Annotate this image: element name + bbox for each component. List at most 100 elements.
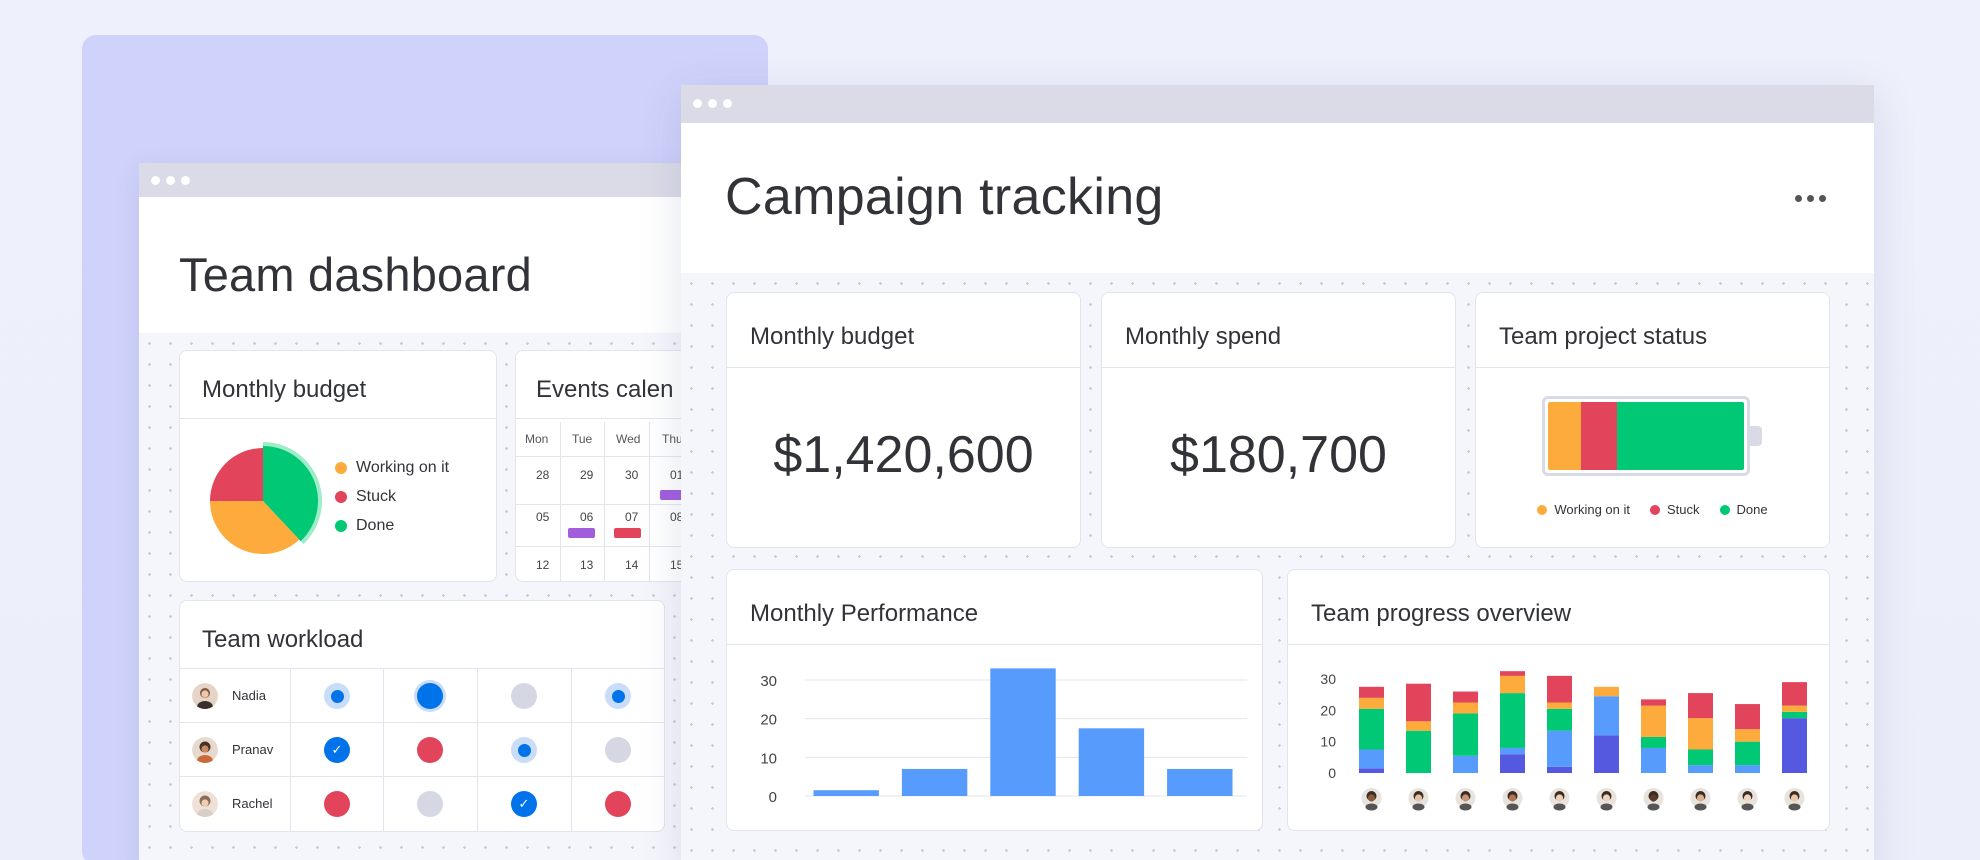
pie-slice-stuck[interactable]	[210, 448, 263, 501]
table-row[interactable]: Nadia	[180, 668, 664, 722]
status-ring[interactable]	[511, 737, 537, 763]
pie-slice-working-on-it[interactable]	[210, 501, 300, 554]
status-stuck[interactable]	[324, 791, 350, 817]
stack-segment-blue[interactable]	[1547, 730, 1572, 767]
team-project-status-card[interactable]: Team project status Working on it Stuck …	[1475, 292, 1830, 548]
stack-segment-blue[interactable]	[1453, 755, 1478, 773]
stack-segment-red[interactable]	[1547, 675, 1572, 703]
pie-slice-done[interactable]	[263, 446, 318, 542]
team-progress-card[interactable]: Team progress overview 30 20 10 0	[1287, 569, 1830, 831]
more-horizontal-icon[interactable]	[1795, 195, 1826, 202]
calendar-date[interactable]: 13	[580, 558, 594, 572]
table-row[interactable]: Rachel ✓	[180, 776, 664, 830]
bar[interactable]	[1167, 768, 1233, 796]
stack-segment-green[interactable]	[1359, 708, 1384, 750]
events-calendar-card[interactable]: Events calen Mon Tue Wed Thu 28 29 30 01…	[515, 350, 699, 582]
stack-segment-orange[interactable]	[1406, 721, 1431, 731]
calendar-date[interactable]: 29	[580, 468, 594, 482]
status-empty[interactable]	[417, 791, 443, 817]
status-filled[interactable]	[417, 683, 443, 709]
status-stuck[interactable]	[605, 791, 631, 817]
calendar-event[interactable]	[568, 528, 595, 538]
stack-segment-orange[interactable]	[1453, 702, 1478, 714]
window-titlebar[interactable]	[681, 85, 1874, 123]
monthly-spend-card[interactable]: Monthly spend $180,700	[1101, 292, 1456, 548]
team-workload-card[interactable]: Team workload Nadia Pranav ✓	[179, 600, 665, 832]
calendar-event[interactable]	[614, 528, 641, 538]
bar[interactable]	[813, 790, 879, 796]
stack-segment-orange[interactable]	[1735, 729, 1760, 742]
status-ring[interactable]	[324, 683, 350, 709]
calendar-date[interactable]: 12	[536, 558, 550, 572]
status-empty[interactable]	[605, 737, 631, 763]
status-done[interactable]: ✓	[324, 737, 350, 763]
stack-segment-blue[interactable]	[1359, 749, 1384, 769]
calendar-date[interactable]: 07	[625, 510, 639, 524]
stack-segment-indigo[interactable]	[1782, 718, 1807, 773]
battery-segment-working-on-it[interactable]	[1548, 402, 1582, 470]
stack-segment-orange[interactable]	[1782, 705, 1807, 712]
stack-segment-green[interactable]	[1782, 711, 1807, 719]
window-titlebar[interactable]	[139, 163, 699, 197]
stack-segment-indigo[interactable]	[1594, 735, 1619, 773]
bar[interactable]	[1078, 728, 1145, 796]
stack-segment-blue[interactable]	[1688, 765, 1713, 773]
monthly-performance-card[interactable]: Monthly Performance 30 20 10 0	[726, 569, 1263, 831]
stack-segment-green[interactable]	[1453, 713, 1478, 756]
stack-segment-red[interactable]	[1641, 699, 1666, 706]
avatar	[1361, 788, 1382, 811]
stack-segment-green[interactable]	[1735, 741, 1760, 766]
bar[interactable]	[990, 668, 1056, 796]
stack-segment-indigo[interactable]	[1500, 754, 1525, 773]
battery-segment-done[interactable]	[1616, 402, 1744, 470]
monthly-budget-card[interactable]: Monthly budget $1,420,600	[726, 292, 1081, 548]
stack-segment-orange[interactable]	[1359, 697, 1384, 709]
calendar-event[interactable]	[660, 490, 699, 500]
monthly-budget-card[interactable]: Monthly budget Working on it Stuck Done	[179, 350, 497, 582]
stack-segment-red[interactable]	[1782, 682, 1807, 706]
stack-segment-orange[interactable]	[1547, 702, 1572, 709]
card-title: Monthly budget	[202, 376, 367, 403]
stack-segment-orange[interactable]	[1594, 686, 1619, 697]
pie-chart	[210, 442, 322, 554]
stack-segment-blue[interactable]	[1735, 765, 1760, 773]
card-title: Team project status	[1499, 323, 1708, 350]
stack-segment-green[interactable]	[1500, 693, 1525, 748]
battery-segment-stuck[interactable]	[1581, 402, 1617, 470]
legend-item-working: Working on it	[335, 459, 449, 477]
stack-segment-red[interactable]	[1735, 704, 1760, 730]
calendar-date[interactable]: 01	[670, 468, 684, 482]
calendar-date[interactable]: 14	[625, 558, 639, 572]
calendar-date[interactable]: 05	[536, 510, 550, 524]
stack-segment-red[interactable]	[1359, 686, 1384, 698]
stack-segment-orange[interactable]	[1641, 705, 1666, 737]
bar[interactable]	[901, 768, 968, 796]
stack-segment-orange[interactable]	[1688, 718, 1713, 750]
stack-segment-red[interactable]	[1453, 691, 1478, 703]
status-ring[interactable]	[605, 683, 631, 709]
calendar-date[interactable]: 08	[670, 510, 684, 524]
stack-segment-green[interactable]	[1547, 708, 1572, 731]
stack-segment-green[interactable]	[1688, 749, 1713, 766]
card-title: Events calen	[536, 376, 674, 403]
stack-segment-blue[interactable]	[1641, 747, 1666, 773]
stack-segment-green[interactable]	[1641, 736, 1666, 748]
status-empty[interactable]	[511, 683, 537, 709]
stack-segment-red[interactable]	[1688, 693, 1713, 719]
avatar	[1408, 788, 1429, 811]
calendar-date[interactable]: 28	[536, 468, 550, 482]
stack-segment-orange[interactable]	[1500, 675, 1525, 694]
stack-segment-blue[interactable]	[1500, 747, 1525, 755]
stack-segment-red[interactable]	[1500, 671, 1525, 676]
calendar-date[interactable]: 15	[670, 558, 684, 572]
stack-segment-red[interactable]	[1406, 683, 1431, 722]
stack-segment-green[interactable]	[1406, 730, 1431, 773]
calendar-date[interactable]: 06	[580, 510, 594, 524]
stack-segment-blue[interactable]	[1594, 696, 1619, 736]
calendar-date[interactable]: 30	[625, 468, 639, 482]
status-stuck[interactable]	[417, 737, 443, 763]
stack-segment-indigo[interactable]	[1547, 766, 1572, 773]
status-done[interactable]: ✓	[511, 791, 537, 817]
table-row[interactable]: Pranav ✓	[180, 722, 664, 776]
stack-segment-indigo[interactable]	[1359, 768, 1384, 773]
